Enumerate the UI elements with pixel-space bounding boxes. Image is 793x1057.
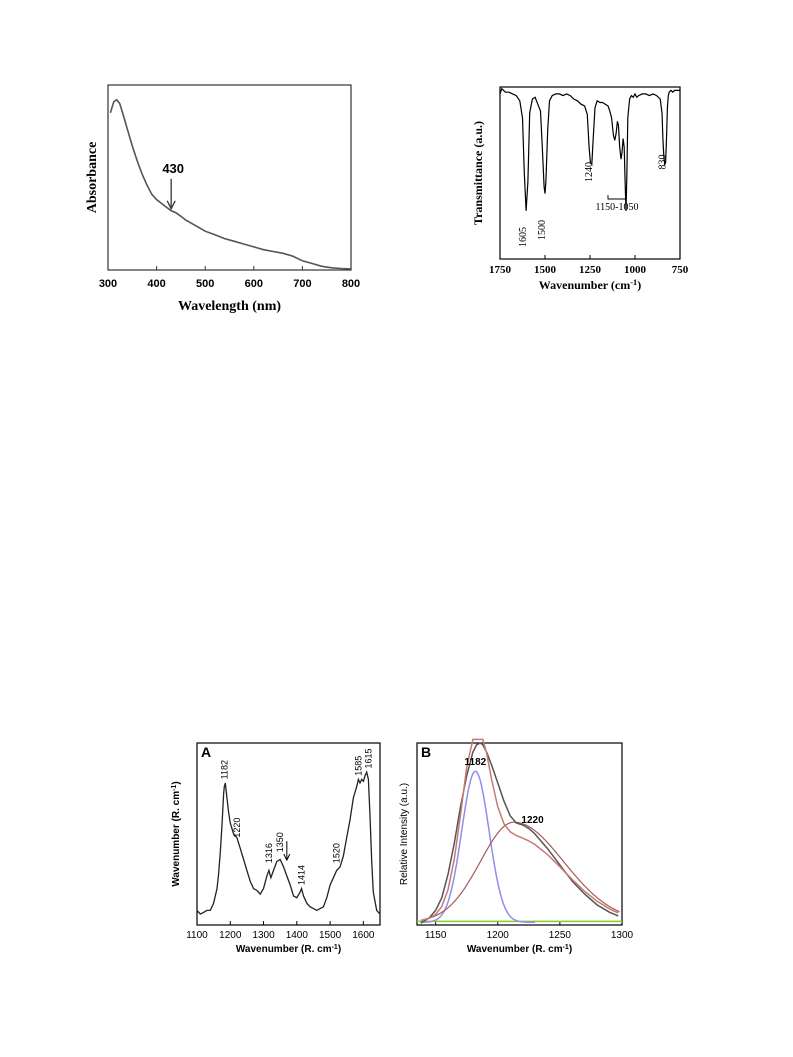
annotation-label: 430 (162, 161, 184, 176)
x-tick-label: 1000 (624, 264, 647, 276)
x-tick-label: 700 (293, 278, 311, 290)
peak-label-1500: 1500 (537, 220, 548, 240)
y-axis-label: Relative Intensity (a.u.) (399, 783, 410, 885)
peak-label-1615: 1615 (363, 748, 373, 768)
plot-frame (196, 742, 381, 926)
raman-a-panel: A 1100 1200 1300 1400 1500 1600 1182 1220 1316 135… (165, 735, 390, 965)
x-tick-label: 750 (672, 264, 689, 276)
peak-1182-curve (423, 770, 535, 924)
y-axis-label: Wavenumber (R. cm-1) (171, 781, 183, 886)
plot-frame (416, 742, 623, 926)
raman-a-chart: A 1100 1200 1300 1400 1500 1600 1182 1220 1316135… (171, 742, 381, 956)
x-tick-label: 1300 (252, 930, 275, 941)
x-tick-label: 1200 (219, 930, 242, 941)
x-tick-label: 1250 (579, 264, 602, 276)
peak-label-830: 830 (658, 155, 669, 170)
peak-label-1520: 1520 (332, 843, 342, 863)
absorbance-curve (109, 98, 352, 270)
ftir-chart: 1750 1500 1250 1000 750 1605 1500 1240 830 1150-1… (471, 86, 689, 293)
peak-label-1585: 1585 (353, 756, 363, 776)
range-bracket (607, 195, 627, 200)
panel-label: B (421, 744, 431, 760)
peak-label-1414: 1414 (296, 865, 306, 885)
x-tick-label: 300 (99, 278, 117, 290)
peak-label-1182: 1182 (465, 757, 487, 768)
y-axis-label: Absorbance (85, 142, 100, 214)
peak-1220-curve (423, 821, 620, 921)
x-tick-label: 800 (342, 278, 360, 290)
x-tick-label: 1100 (186, 930, 208, 941)
uv-vis-chart: 300 400 500 600 700 800 430 Wavelength (nm) Abso… (85, 84, 360, 314)
x-tick-label: 1400 (286, 930, 309, 941)
x-tick-label: 600 (245, 278, 263, 290)
x-tick-label: 1500 (534, 264, 557, 276)
raman-curve (196, 770, 381, 915)
fit-curve (420, 738, 619, 922)
x-tick-label: 1300 (611, 930, 634, 941)
peak-label-1220: 1220 (521, 815, 544, 826)
peak-label-1316: 1316 (264, 843, 274, 863)
x-tick-label: 500 (196, 278, 214, 290)
peak-label-1182: 1182 (219, 760, 229, 779)
peak-label-1605: 1605 (518, 227, 529, 247)
peak-label-1240: 1240 (584, 162, 595, 182)
x-tick-label: 1750 (489, 264, 512, 276)
y-axis-label: Transmittance (a.u.) (471, 121, 485, 225)
peak-label-1350: 1350 (275, 832, 285, 852)
x-tick-label: 1200 (487, 930, 510, 941)
x-tick-label: 1250 (549, 930, 572, 941)
x-tick-label: 1500 (319, 930, 342, 941)
uv-vis-panel: 300 400 500 600 700 800 430 Wavelength (nm) Abso… (60, 70, 370, 330)
raman-b-chart: B 1150 1200 1250 1300 1182 1220 Wavenumber (R. … (399, 738, 634, 956)
peak-label-1220: 1220 (232, 818, 242, 838)
x-axis-label: Wavenumber (R. cm-1) (236, 944, 341, 956)
panel-label: A (201, 744, 211, 760)
range-label: 1150-1050 (596, 202, 639, 213)
x-axis-label: Wavelength (nm) (178, 299, 281, 314)
annotation-arrow-head (283, 853, 291, 862)
transmittance-curve (499, 87, 680, 211)
x-tick-label: 1150 (425, 930, 447, 941)
x-axis-label: Wavenumber (cm-1) (539, 278, 641, 293)
raman-b-panel: B 1150 1200 1250 1300 1182 1220 Wavenumber (R. … (395, 735, 635, 965)
x-tick-label: 1600 (352, 930, 375, 941)
x-tick-label: 400 (147, 278, 165, 290)
annotation-arrow-head (166, 200, 176, 211)
ftir-panel: 1750 1500 1250 1000 750 1605 1500 1240 830 1150-1… (460, 75, 720, 300)
x-axis-label: Wavenumber (R. cm-1) (467, 944, 572, 956)
plot-frame (107, 84, 352, 271)
